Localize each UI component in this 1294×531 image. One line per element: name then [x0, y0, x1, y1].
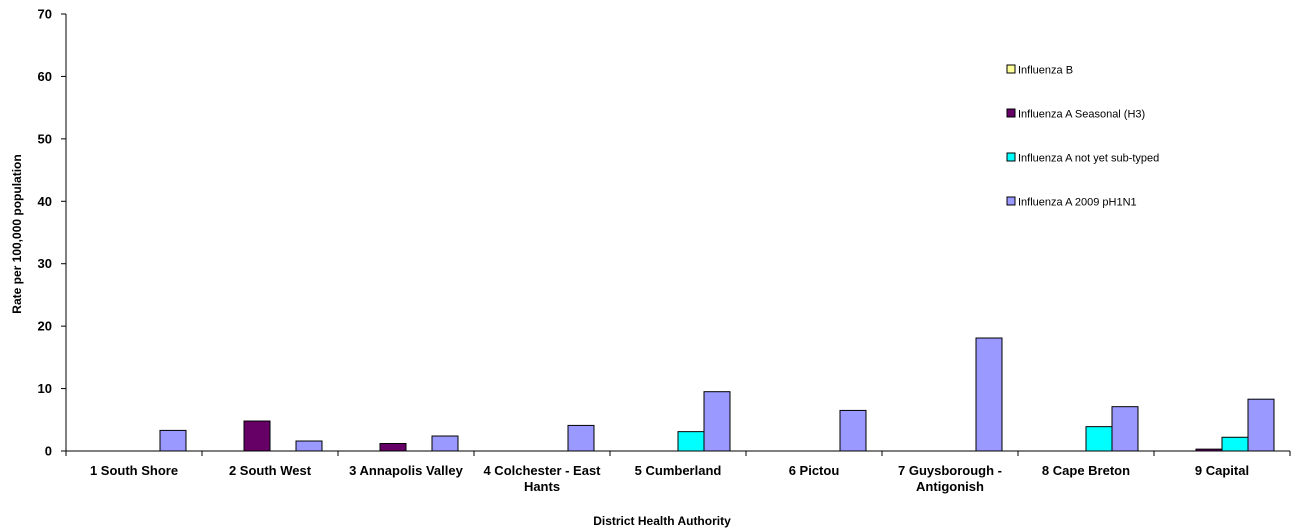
x-tick-label: 6 Pictou: [789, 463, 840, 478]
x-tick-label: 7 Guysborough -Antigonish: [898, 463, 1002, 494]
legend: Influenza B Influenza A Seasonal (H3) Infl…: [1006, 64, 1159, 209]
legend-label: Influenza B: [1018, 65, 1073, 77]
bar: [295, 440, 323, 452]
y-tick-label: 30: [38, 256, 52, 271]
bar: [677, 431, 705, 452]
axes: 0 10 20 30 40 50 60 70: [38, 7, 1291, 459]
bars: [159, 337, 1275, 452]
legend-swatch: [1006, 108, 1016, 118]
bar: [1111, 406, 1139, 452]
x-tick-label: 4 Colchester - East Hants: [483, 463, 601, 494]
bar: [1221, 436, 1249, 452]
legend-label: Influenza A Seasonal (H3): [1018, 109, 1145, 121]
bar: [159, 429, 187, 452]
bar: [1247, 398, 1275, 452]
x-tick-label: 2 South West: [229, 463, 312, 478]
category-labels: 1 South Shore 2 South West 3 Annapolis Val…: [90, 463, 1249, 494]
x-tick-label: 3 Annapolis Valley: [349, 463, 463, 478]
legend-label: Influenza A 2009 pH1N1: [1018, 197, 1137, 209]
x-tick-label: 5 Cumberland: [635, 463, 722, 478]
bar: [1195, 448, 1223, 452]
bar: [975, 337, 1003, 452]
y-axis-title: Rate per 100,000 population: [10, 154, 24, 313]
legend-swatch: [1006, 196, 1016, 206]
y-tick-label: 20: [38, 319, 52, 334]
x-tick-label: 8 Cape Breton: [1042, 463, 1130, 478]
legend-label: Influenza A not yet sub-typed: [1018, 153, 1159, 165]
bar: [567, 424, 595, 452]
bar: [379, 443, 407, 452]
bar: [243, 420, 271, 452]
bar: [431, 435, 459, 452]
y-tick-label: 50: [38, 131, 52, 146]
x-tick-label: 9 Capital: [1195, 463, 1249, 478]
x-axis-title: District Health Authority: [593, 514, 731, 528]
x-tick-label: 1 South Shore: [90, 463, 178, 478]
y-tick-label: 40: [38, 194, 52, 209]
bar: [703, 391, 731, 452]
legend-swatch: [1006, 152, 1016, 162]
y-tick-label: 0: [45, 444, 52, 459]
legend-swatch: [1006, 64, 1016, 74]
bar: [839, 409, 867, 452]
y-tick-label: 70: [38, 7, 52, 22]
bar: [1085, 426, 1113, 452]
y-tick-label: 60: [38, 69, 52, 84]
y-tick-label: 10: [38, 381, 52, 396]
